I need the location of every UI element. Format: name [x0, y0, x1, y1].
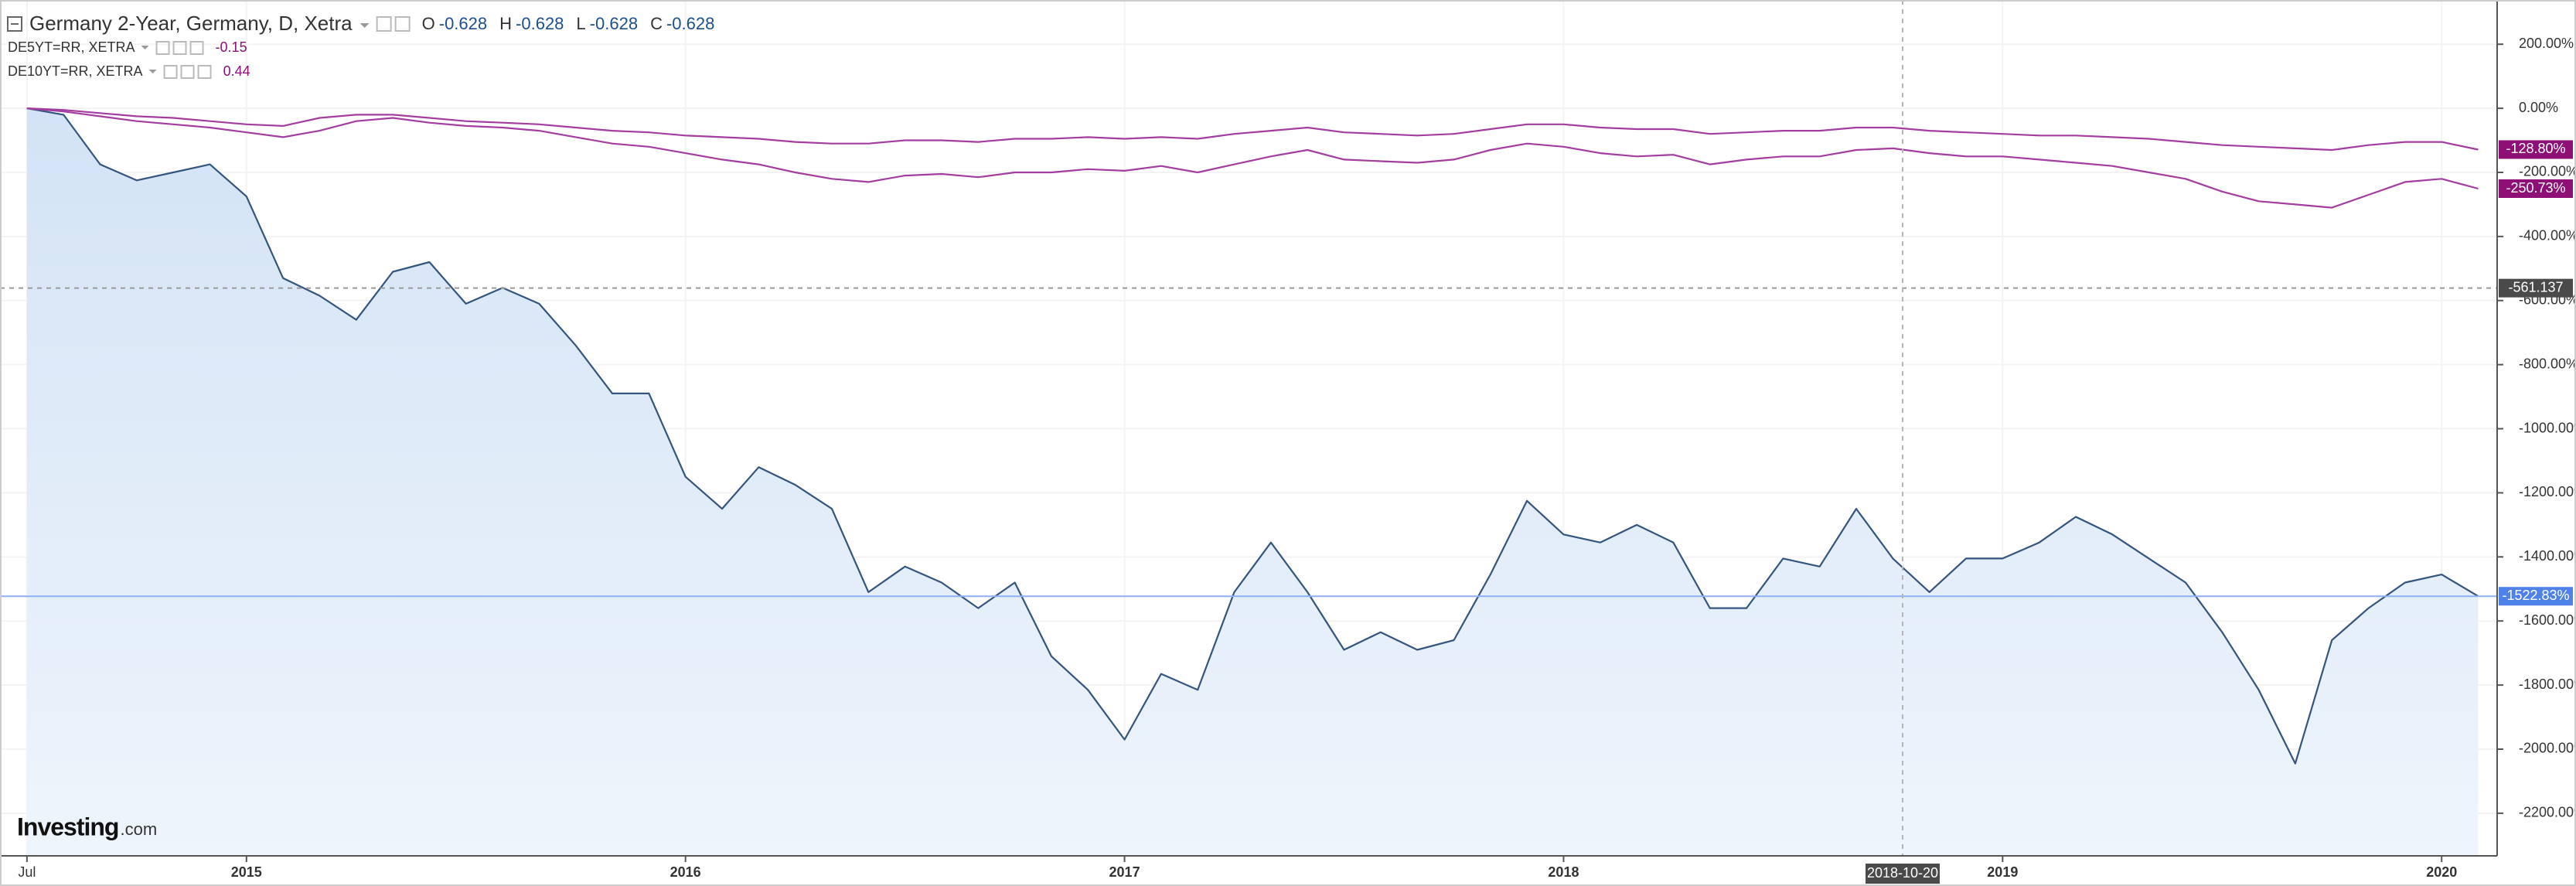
series-line [26, 107, 2479, 765]
crosshair-x-label: 2018-10-20 [1867, 865, 1938, 881]
y-tick-label: -1400.00% [2519, 548, 2576, 564]
ohlc-label: C [650, 14, 663, 33]
crosshair-x-box [1866, 864, 1940, 884]
last-value-box [2499, 179, 2573, 199]
ohlc-value: -0.628 [666, 14, 714, 33]
time-axis [0, 856, 2576, 886]
y-tick-label: -400.00% [2519, 228, 2576, 244]
settings-icon [376, 16, 392, 32]
dropdown-icon [148, 70, 157, 73]
x-tick-label: 2018 [1548, 864, 1579, 880]
ohlc-value: -0.628 [590, 14, 638, 33]
settings-icon [172, 41, 187, 55]
x-tick-label: 2020 [2426, 864, 2457, 880]
logo: Investing [17, 813, 118, 840]
series-line [26, 107, 2479, 152]
x-tick-label: 2016 [670, 864, 701, 880]
dropdown-icon [359, 23, 370, 28]
dropdown-icon [141, 46, 149, 49]
collapse-icon [7, 16, 22, 32]
y-tick-label: -1600.00% [2519, 612, 2576, 628]
last-value-box [2499, 587, 2573, 606]
legend-name: DE5YT=RR, XETRA [8, 39, 135, 55]
x-tick-label: 2017 [1109, 864, 1140, 880]
y-tick-label: -2200.00% [2519, 805, 2576, 820]
ohlc-label: H [499, 14, 512, 33]
series-line [26, 107, 2479, 209]
last-value-label: -1522.83% [2502, 588, 2569, 603]
settings-icon [394, 16, 411, 32]
y-tick-label: 0.00% [2519, 100, 2558, 115]
settings-icon [189, 41, 204, 55]
legend-value: 0.44 [223, 63, 250, 79]
legend-title: Germany 2-Year, Germany, D, Xetra [29, 12, 353, 35]
x-tick-label: Jul [18, 864, 36, 880]
ohlc-value: -0.628 [439, 14, 487, 33]
y-tick-label: -800.00% [2519, 356, 2576, 371]
y-tick-label: -1200.00% [2519, 484, 2576, 499]
x-tick-label: 2019 [1987, 864, 2018, 880]
crosshair-y-box [2499, 278, 2573, 298]
ohlc-label: L [576, 14, 585, 33]
y-tick-label: -1800.00% [2519, 676, 2576, 692]
last-value-box [2499, 140, 2573, 159]
settings-icon [155, 41, 170, 55]
y-tick-label: -200.00% [2519, 164, 2576, 179]
ohlc-label: O [422, 14, 435, 33]
settings-icon [197, 65, 212, 79]
settings-icon [180, 65, 195, 79]
settings-icon [163, 65, 178, 79]
legend-name: DE10YT=RR, XETRA [8, 63, 143, 79]
last-value-label: -250.73% [2506, 180, 2565, 196]
y-tick-label: -1000.00% [2519, 420, 2576, 435]
y-tick-label: 200.00% [2519, 36, 2574, 51]
legend-value: -0.15 [216, 39, 247, 55]
last-value-label: -128.80% [2506, 141, 2565, 156]
y-tick-label: -2000.00% [2519, 741, 2576, 756]
ohlc-value: -0.628 [516, 14, 564, 33]
area [26, 108, 2479, 857]
logo-suffix: .com [120, 820, 157, 839]
crosshair-y-label: -561.137 [2508, 279, 2563, 295]
x-tick-label: 2015 [231, 864, 262, 880]
